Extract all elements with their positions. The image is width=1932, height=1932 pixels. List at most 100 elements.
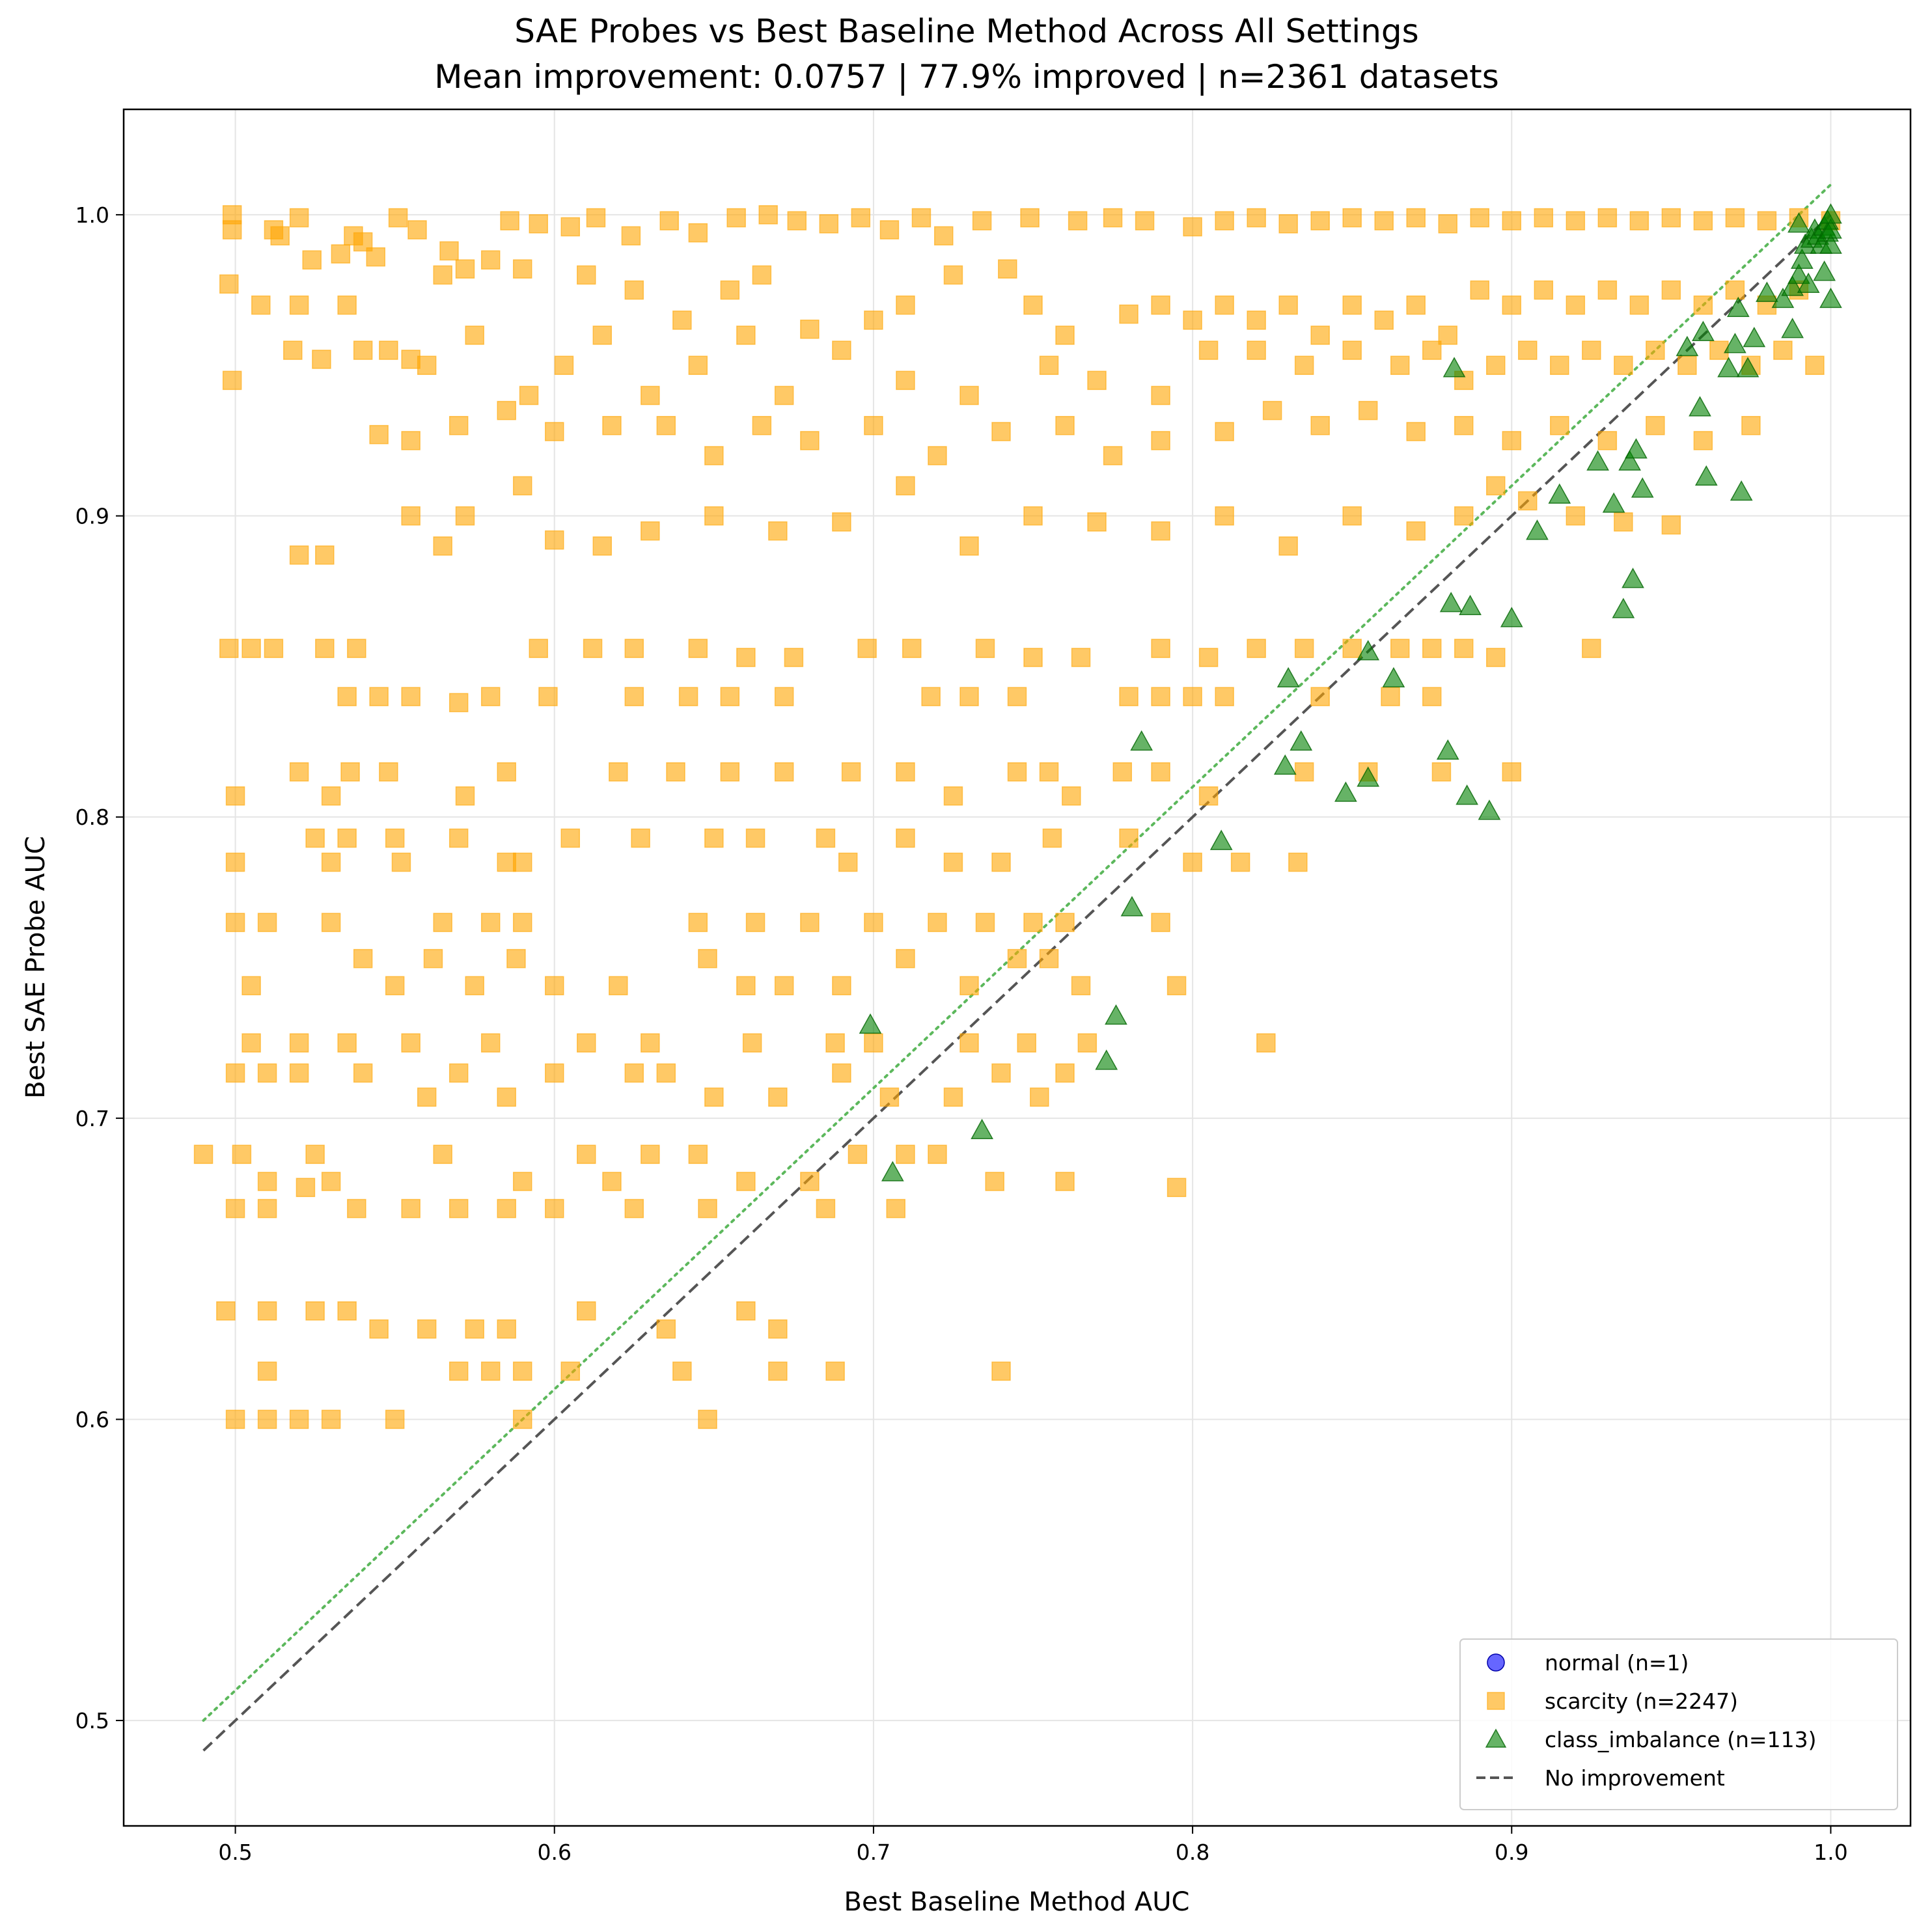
scarcity-point <box>1725 280 1745 300</box>
scarcity-point <box>704 828 724 848</box>
scarcity-point <box>257 1301 277 1321</box>
scarcity-point <box>225 913 245 932</box>
scarcity-point <box>1502 431 1522 450</box>
class-imbalance-point <box>1787 263 1810 284</box>
scarcity-point <box>225 852 245 872</box>
scarcity-point <box>529 639 548 658</box>
scarcity-point <box>816 1198 836 1219</box>
scarcity-point <box>959 385 979 406</box>
scarcity-point <box>832 340 851 360</box>
scarcity-point <box>433 913 452 932</box>
scarcity-point <box>1757 211 1777 230</box>
scarcity-point <box>347 639 366 658</box>
scarcity-point <box>257 1172 277 1191</box>
scarcity-point <box>577 1144 596 1165</box>
scarcity-point <box>768 521 788 541</box>
x-tick-label: 0.9 <box>1495 1840 1528 1865</box>
scarcity-point <box>369 1319 389 1339</box>
scarcity-point <box>864 416 883 435</box>
scarcity-point <box>656 1063 676 1083</box>
grid <box>124 109 1911 1826</box>
scarcity-point <box>928 913 947 932</box>
scarcity-point <box>819 214 839 234</box>
scarcity-point <box>745 828 766 848</box>
scarcity-point <box>991 422 1011 441</box>
scarcity-point <box>353 232 373 252</box>
scarcity-point <box>506 948 526 969</box>
axis-ticks: 0.5 0.6 0.7 0.8 0.9 1.0 0.5 0.6 0.7 0.8 0.9 1.0 <box>76 202 1848 1865</box>
scarcity-point <box>388 208 408 228</box>
scarcity-point <box>216 1301 236 1321</box>
scarcity-point <box>1582 340 1601 360</box>
scarcity-point <box>1087 370 1107 391</box>
scarcity-point <box>296 1178 316 1197</box>
scarcity-point <box>305 1144 325 1165</box>
scarcity-point <box>544 976 564 996</box>
scarcity-point <box>401 506 421 526</box>
scarcity-point <box>784 648 804 667</box>
scarcity-point <box>1151 639 1170 658</box>
scarcity-point <box>857 639 877 658</box>
scarcity-point <box>1294 355 1314 375</box>
scarcity-point <box>1629 211 1649 230</box>
scarcity-point <box>544 1198 564 1219</box>
scarcity-point <box>825 1033 845 1053</box>
scarcity-point <box>656 416 676 435</box>
scarcity-point <box>975 913 995 932</box>
class-imbalance-point <box>1548 483 1571 504</box>
scarcity-point <box>1661 280 1681 300</box>
class-imbalance-point <box>1357 766 1380 787</box>
class-imbalance-point <box>1787 212 1810 233</box>
scarcity-point <box>864 913 883 932</box>
scarcity-point <box>337 1301 357 1321</box>
scarcity-point <box>698 1198 717 1219</box>
scarcity-point <box>928 1144 947 1165</box>
scarcity-point <box>1614 512 1633 532</box>
scarcity-point <box>512 913 532 932</box>
class-imbalance-point <box>1819 218 1842 239</box>
scarcity-point <box>1198 648 1219 667</box>
scarcity-point <box>321 1409 341 1429</box>
scarcity-point <box>1103 446 1123 465</box>
class-imbalance-point <box>1602 492 1625 513</box>
class-imbalance-point <box>1612 598 1635 618</box>
scarcity-point <box>1183 687 1202 706</box>
scarcity-point <box>720 280 740 300</box>
scarcity-point <box>1470 280 1490 300</box>
scarcity-point <box>353 340 373 360</box>
scarcity-point <box>337 1033 357 1053</box>
scarcity-point <box>736 325 756 345</box>
scarcity-point <box>624 280 644 300</box>
scarcity-point <box>219 274 239 294</box>
scarcity-point <box>480 250 501 270</box>
scarcity-point <box>774 976 794 996</box>
scarcity-point <box>1256 1033 1276 1053</box>
plot-frame <box>122 108 1912 1827</box>
scarcity-point <box>641 385 660 406</box>
y-tick-label: 1.0 <box>76 202 109 228</box>
scarcity-point <box>1039 762 1059 782</box>
scarcity-point <box>417 1087 437 1107</box>
x-tick-label: 0.7 <box>857 1840 890 1865</box>
scarcity-point <box>369 424 389 445</box>
scarcity-point <box>337 687 357 706</box>
scarcity-point <box>1215 295 1234 315</box>
scarcity-point <box>1247 340 1266 360</box>
scarcity-point <box>1597 280 1618 300</box>
scarcity-point <box>1486 355 1506 375</box>
scarcity-point <box>624 1198 644 1219</box>
scarcity-point <box>1502 211 1522 230</box>
scarcity-point <box>624 687 644 706</box>
scarcity-point <box>1183 217 1202 237</box>
scarcity-point <box>896 295 915 315</box>
scarcity-point <box>959 687 979 706</box>
scarcity-point <box>841 762 861 782</box>
scarcity-point <box>1470 208 1490 228</box>
scarcity-point <box>1438 325 1457 345</box>
scarcity-point <box>972 211 992 230</box>
scarcity-point <box>943 265 963 285</box>
scarcity-point <box>1381 687 1400 706</box>
scarcity-point <box>242 976 261 996</box>
scarcity-point <box>959 1033 979 1053</box>
scarcity-point <box>289 545 309 565</box>
